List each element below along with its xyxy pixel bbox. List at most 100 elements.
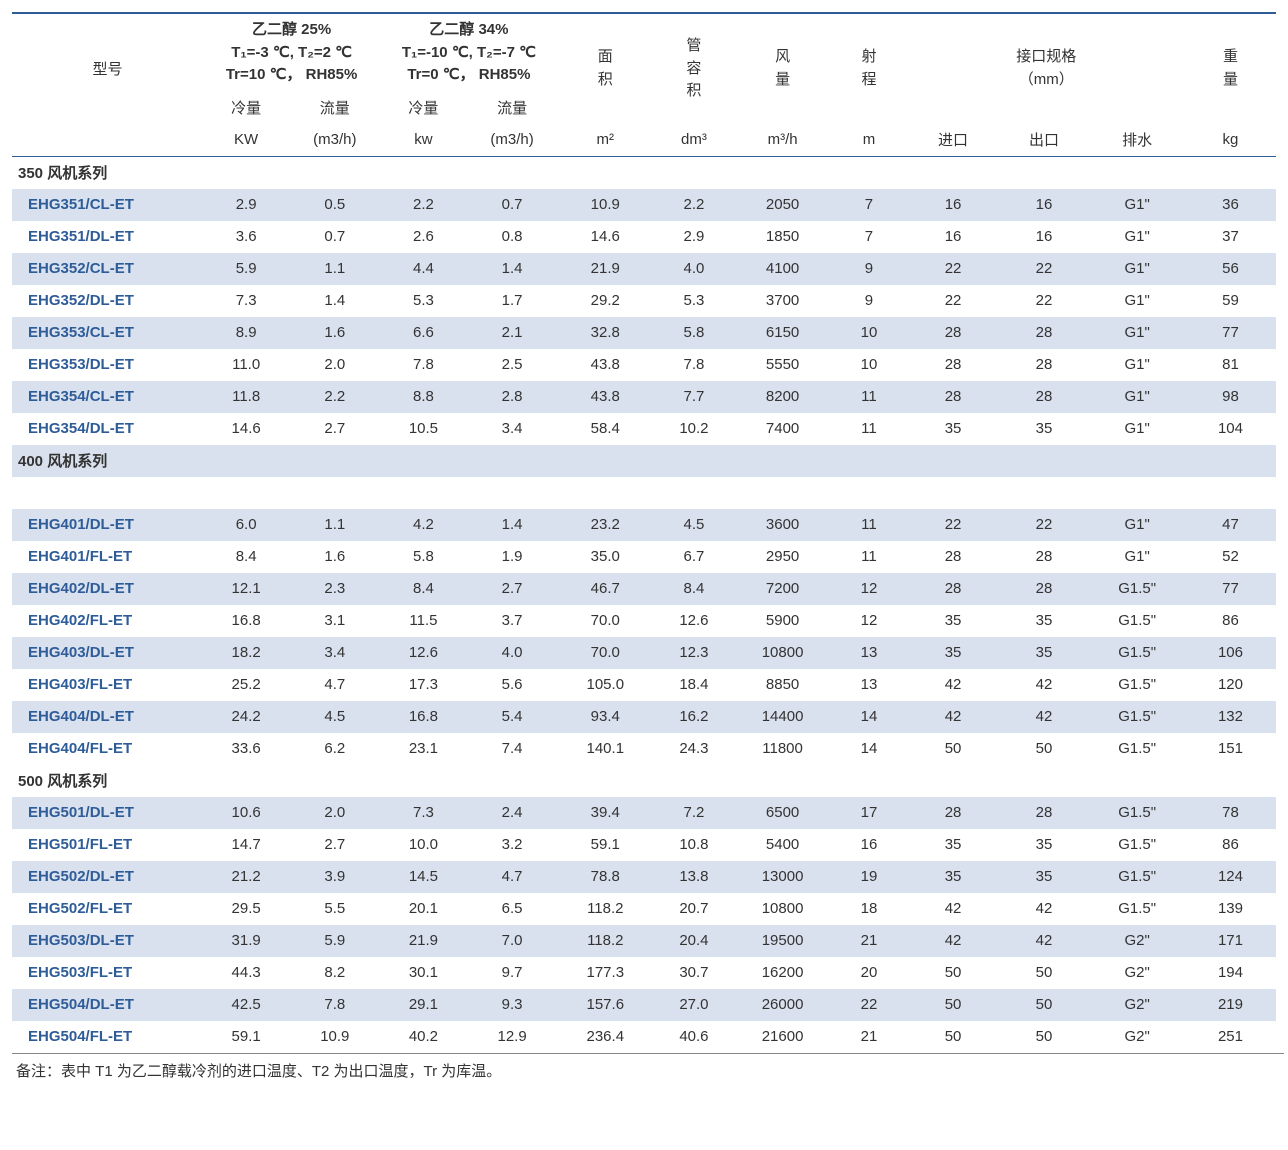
data-cell: 10.2 [653, 413, 735, 445]
data-cell: G2" [1089, 989, 1184, 1021]
data-cell: 22 [908, 253, 999, 285]
data-cell: 35 [908, 605, 999, 637]
data-cell: 19500 [735, 925, 830, 957]
data-cell: 5400 [735, 829, 830, 861]
data-cell: 70.0 [558, 637, 653, 669]
model-cell: EHG351/CL-ET [12, 189, 203, 221]
data-cell: 8.4 [653, 573, 735, 605]
data-cell: 8.8 [380, 381, 466, 413]
data-cell: 50 [908, 733, 999, 765]
data-cell: 42 [908, 893, 999, 925]
data-cell: 2.3 [289, 573, 380, 605]
data-cell: 26000 [735, 989, 830, 1021]
data-cell: 22 [830, 989, 907, 1021]
data-cell: 29.5 [203, 893, 289, 925]
data-cell: 12.6 [653, 605, 735, 637]
data-cell: 10.8 [653, 829, 735, 861]
data-cell: 59 [1185, 285, 1276, 317]
data-cell: 13000 [735, 861, 830, 893]
data-cell: 1.4 [289, 285, 380, 317]
col-cond2: 乙二醇 34% T₁=-10 ℃, T₂=-7 ℃ Tr=0 ℃， RH85% [380, 13, 557, 92]
data-cell: 2.6 [380, 221, 466, 253]
sub-flow2: 流量 [467, 92, 558, 124]
data-cell: 8.4 [380, 573, 466, 605]
data-cell: 98 [1185, 381, 1276, 413]
data-cell: G2" [1089, 925, 1184, 957]
data-cell: 20.1 [380, 893, 466, 925]
data-cell: 28 [999, 573, 1090, 605]
data-cell: 42 [908, 925, 999, 957]
data-cell: 7200 [735, 573, 830, 605]
data-cell: 81 [1185, 349, 1276, 381]
data-cell: 7.7 [653, 381, 735, 413]
model-cell: EHG501/DL-ET [12, 797, 203, 829]
data-cell: 124 [1185, 861, 1276, 893]
data-cell: 24.3 [653, 733, 735, 765]
data-cell: 4.7 [467, 861, 558, 893]
data-cell: 2.0 [289, 797, 380, 829]
data-cell: 18.4 [653, 669, 735, 701]
data-cell: 3.4 [289, 637, 380, 669]
data-cell: 8.4 [203, 541, 289, 573]
data-cell: 42 [999, 893, 1090, 925]
model-cell: EHG354/DL-ET [12, 413, 203, 445]
data-cell: 4.0 [653, 253, 735, 285]
col-air: 风 量 [735, 13, 830, 124]
data-cell: 5.3 [653, 285, 735, 317]
data-cell: 3.7 [467, 605, 558, 637]
data-cell: 3.6 [203, 221, 289, 253]
unit-flow2: (m3/h) [467, 124, 558, 157]
data-cell: 194 [1185, 957, 1276, 989]
data-cell: 33.6 [203, 733, 289, 765]
model-cell: EHG501/FL-ET [12, 829, 203, 861]
data-cell: G1.5" [1089, 637, 1184, 669]
data-cell: 42.5 [203, 989, 289, 1021]
data-cell: 2.8 [467, 381, 558, 413]
data-cell: G1.5" [1089, 829, 1184, 861]
data-cell: 7.8 [653, 349, 735, 381]
spacer-row [12, 477, 1276, 509]
table-body: 350 风机系列EHG351/CL-ET2.90.52.20.710.92.22… [12, 156, 1276, 1053]
data-cell: 118.2 [558, 893, 653, 925]
model-cell: EHG504/DL-ET [12, 989, 203, 1021]
data-cell: G1" [1089, 413, 1184, 445]
data-cell: 18.2 [203, 637, 289, 669]
col-cond1: 乙二醇 25% T₁=-3 ℃, T₂=2 ℃ Tr=10 ℃， RH85% [203, 13, 380, 92]
data-cell: 5.8 [653, 317, 735, 349]
data-cell: 3.1 [289, 605, 380, 637]
data-cell: 10.6 [203, 797, 289, 829]
col-range: 射 程 [830, 13, 907, 124]
data-cell: 3.4 [467, 413, 558, 445]
section-row: 500 风机系列 [12, 765, 1276, 797]
data-cell: 7 [830, 189, 907, 221]
data-cell: 0.5 [289, 189, 380, 221]
data-cell: 32.8 [558, 317, 653, 349]
data-cell: 8.9 [203, 317, 289, 349]
data-cell: 2.2 [653, 189, 735, 221]
data-cell: 16.2 [653, 701, 735, 733]
section-row: 350 风机系列 [12, 156, 1276, 189]
data-cell: 1.7 [467, 285, 558, 317]
data-cell: 7 [830, 221, 907, 253]
sub-cool1: 冷量 [203, 92, 289, 124]
data-cell: 4.5 [289, 701, 380, 733]
model-cell: EHG403/DL-ET [12, 637, 203, 669]
data-cell: 10 [830, 349, 907, 381]
data-cell: 2.9 [653, 221, 735, 253]
sub-cool2: 冷量 [380, 92, 466, 124]
data-cell: 4100 [735, 253, 830, 285]
data-cell: 106 [1185, 637, 1276, 669]
data-cell: 22 [999, 285, 1090, 317]
data-cell: 12.1 [203, 573, 289, 605]
data-cell: 16 [908, 221, 999, 253]
data-cell: 23.2 [558, 509, 653, 541]
data-cell: 12.3 [653, 637, 735, 669]
data-cell: 7400 [735, 413, 830, 445]
data-cell: 28 [908, 381, 999, 413]
data-cell: 16 [999, 221, 1090, 253]
model-cell: EHG502/FL-ET [12, 893, 203, 925]
data-cell: 5.8 [380, 541, 466, 573]
data-cell: 7.8 [289, 989, 380, 1021]
data-cell: 118.2 [558, 925, 653, 957]
data-cell: 10.9 [289, 1021, 380, 1053]
